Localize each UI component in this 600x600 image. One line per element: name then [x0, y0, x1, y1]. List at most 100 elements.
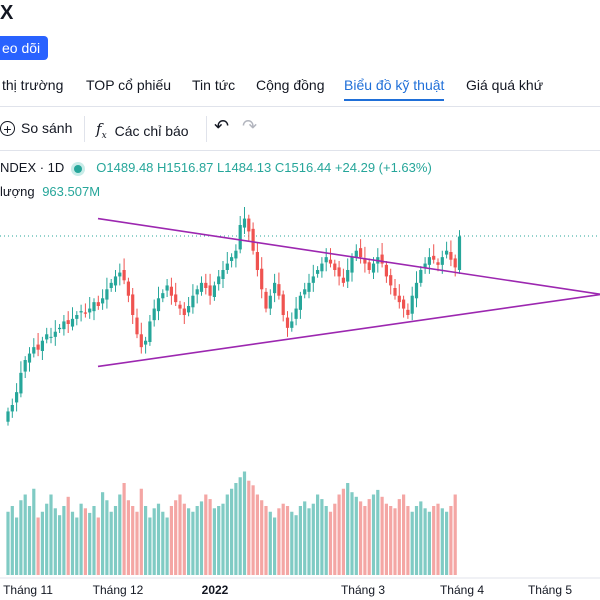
tab-technical-chart[interactable]: Biểu đồ kỹ thuật [344, 77, 445, 101]
trendline-lower [97, 293, 600, 368]
candle-body [402, 299, 406, 309]
candle-body [23, 360, 27, 372]
volume-bar [152, 508, 156, 575]
volume-bar [337, 494, 341, 575]
candle-body [182, 308, 186, 315]
volume-bar [88, 512, 92, 575]
volume-bar [199, 501, 204, 575]
toolbar-divider [84, 116, 85, 142]
volume-bar [260, 500, 264, 575]
candle-body [419, 270, 423, 283]
candle-body [277, 284, 281, 296]
volume-bar [414, 506, 419, 575]
volume-bar [109, 511, 113, 575]
candle-body [144, 340, 148, 345]
candle-body [217, 276, 221, 285]
volume-bar [277, 508, 281, 575]
price-chart[interactable]: Tháng 11 Tháng 12 2022 Tháng 3 Tháng 4 Tháng … [0, 150, 600, 600]
x-tick-label: Tháng 4 [440, 583, 484, 597]
tab-news[interactable]: Tin tức [192, 77, 236, 93]
volume-bar [49, 494, 53, 575]
candle-body [307, 282, 311, 292]
volume-bar [221, 503, 225, 575]
follow-button[interactable]: eo dõi [0, 36, 49, 60]
x-tick-label: Tháng 12 [93, 583, 144, 597]
volume-bar [363, 506, 367, 575]
candle-body [70, 318, 75, 327]
candle-body [238, 225, 242, 250]
volume-bar [449, 506, 453, 575]
indicators-button[interactable]: fx Các chỉ báo [96, 120, 189, 141]
candle-body [96, 302, 100, 306]
volume-bar [294, 515, 298, 575]
candle-body [230, 257, 234, 261]
volume-bar [19, 500, 23, 575]
volume-bar [36, 517, 40, 575]
volume-value: 963.507M [42, 184, 101, 199]
candle-body [6, 411, 10, 422]
candle-body [212, 285, 216, 297]
volume-bar [320, 499, 324, 575]
compare-button[interactable]: + So sánh [0, 120, 72, 136]
volume-bar [217, 506, 221, 575]
volume-bar [225, 494, 229, 575]
close-value: C1516.44 [274, 160, 332, 175]
volume-bar [178, 494, 182, 575]
candle-body [423, 263, 427, 268]
candle-body [337, 267, 341, 277]
volume-bar [45, 503, 49, 575]
volume-bar [144, 506, 148, 575]
low-value: L1484.13 [217, 160, 272, 175]
tab-community[interactable]: Cộng đồng [256, 77, 325, 93]
volume-bar [316, 494, 320, 575]
candle-body [27, 353, 32, 363]
volume-bar [79, 503, 83, 575]
candle-body [105, 289, 109, 300]
candle-body [109, 282, 113, 288]
volume-bar [311, 503, 315, 575]
candle-body [264, 291, 268, 309]
volume-bar [298, 506, 302, 575]
tab-market[interactable]: thị trường [2, 77, 64, 93]
candle-body [45, 334, 49, 340]
volume-bar [371, 494, 376, 575]
candle-body [311, 276, 315, 283]
candle-body [62, 321, 66, 330]
volume-bar [204, 494, 208, 575]
volume-bar [148, 517, 152, 575]
tab-price-history[interactable]: Giá quá khứ [466, 77, 544, 93]
candle-body [247, 218, 251, 232]
volume-bar [341, 488, 345, 575]
candle-body [453, 258, 457, 268]
volume-bar [427, 511, 431, 575]
candle-body [225, 263, 229, 270]
volume-bar [290, 511, 294, 575]
volume-bar [324, 506, 328, 575]
candle-body [36, 344, 40, 350]
candle-body [268, 295, 272, 309]
candle-body [397, 295, 401, 303]
tab-top-stocks[interactable]: TOP cổ phiếu [86, 77, 172, 93]
candle-body [354, 250, 358, 258]
candle-body [316, 270, 320, 274]
volume-bar [169, 506, 173, 575]
volume-bar [92, 506, 96, 575]
redo-icon[interactable]: ↷ [242, 116, 258, 136]
candle-body [221, 270, 225, 279]
volume-bar [105, 500, 109, 575]
volume-bar [436, 503, 440, 575]
volume-bar [285, 506, 290, 575]
volume-bar [58, 515, 62, 575]
volume-bar [273, 517, 277, 575]
volume-bar [66, 496, 70, 575]
volume-bar [251, 485, 255, 575]
undo-icon[interactable]: ↶ [214, 116, 230, 136]
candle-body [320, 263, 324, 272]
volume-bar [354, 496, 358, 575]
candle-body [32, 347, 36, 354]
volume-legend: lượng 963.507M [0, 184, 100, 199]
volume-bar [83, 508, 87, 575]
candle-body [341, 277, 345, 283]
volume-bar [307, 508, 311, 575]
symbol-label[interactable]: NDEX · 1D [0, 160, 65, 175]
